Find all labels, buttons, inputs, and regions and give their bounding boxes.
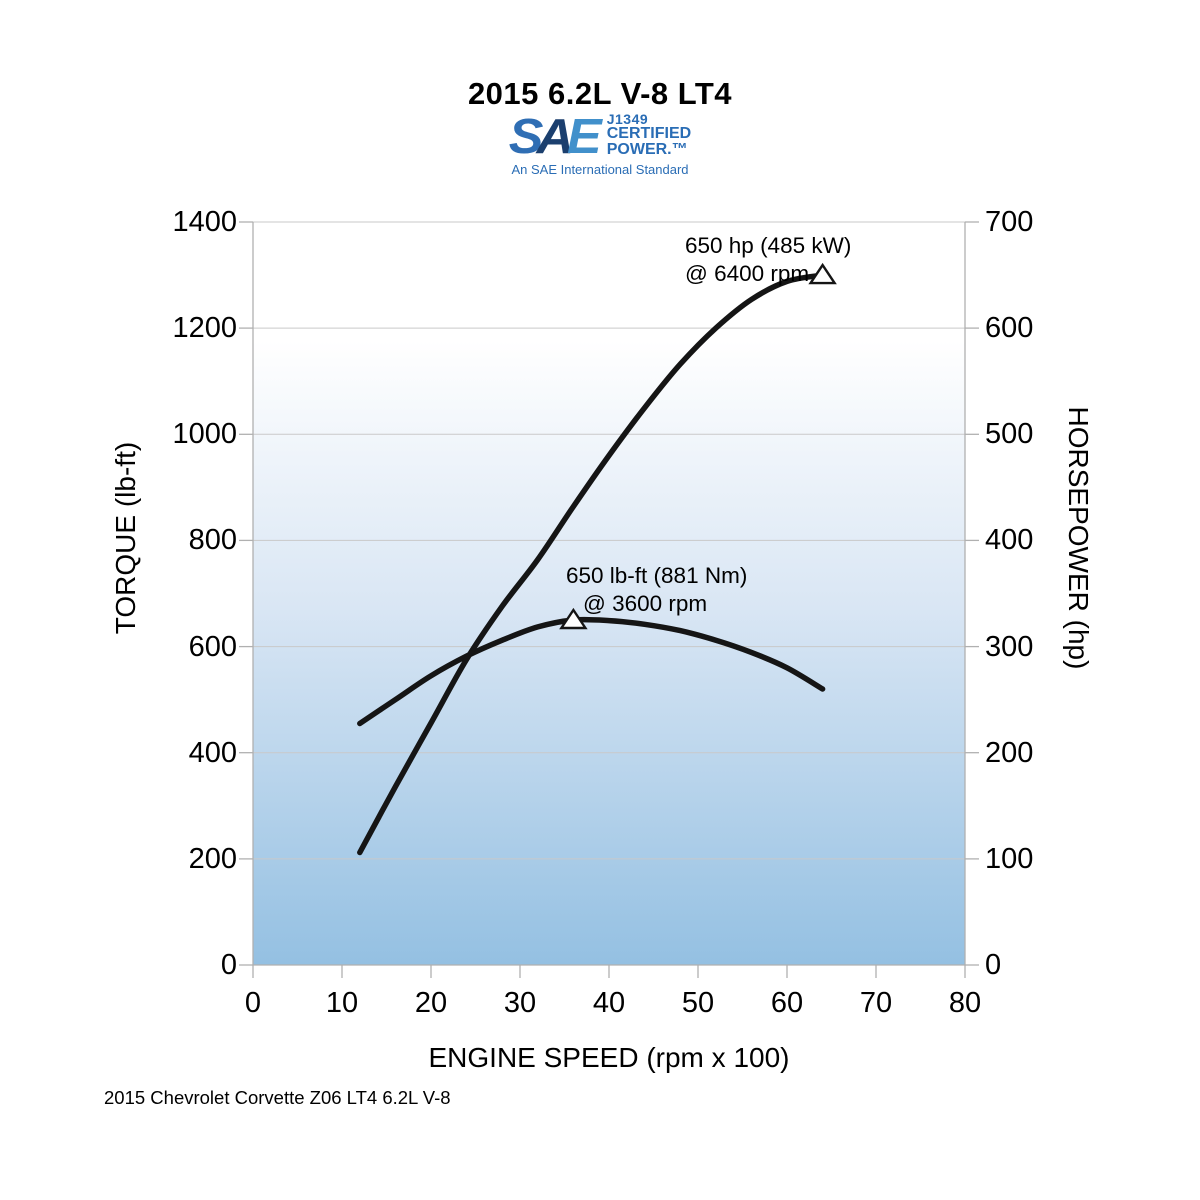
horsepower-peak-marker xyxy=(808,262,837,285)
sae-letter-s: S xyxy=(508,109,544,165)
y-right-tick-label: 0 xyxy=(985,949,1002,981)
vehicle-footnote: 2015 Chevrolet Corvette Z06 LT4 6.2L V-8 xyxy=(104,1087,451,1108)
y-right-tick-label: 300 xyxy=(985,631,1034,663)
horsepower-curve xyxy=(357,272,826,856)
torque-peak-annotation-line1: 650 lb-ft (881 Nm) xyxy=(566,563,748,588)
y-left-tick-label: 1200 xyxy=(172,312,237,344)
x-tick-label: 40 xyxy=(592,987,626,1019)
sae-cert-line2: CERTIFIED xyxy=(606,125,692,142)
sae-tagline: An SAE International Standard xyxy=(511,162,689,177)
sae-certified-power-logo: SAE J1349 CERTIFIED POWER.™ An SAE Inter… xyxy=(0,112,1200,177)
y-right-tick-label: 700 xyxy=(985,206,1034,238)
x-axis-title: ENGINE SPEED (rpm x 100) xyxy=(428,1042,790,1073)
sae-logo-icon: SAE xyxy=(509,112,605,161)
page-title: 2015 6.2L V-8 LT4 xyxy=(467,76,733,111)
torque-peak-annotation: 650 lb-ft (881 Nm) @ 3600 rpm xyxy=(566,562,747,617)
x-tick-label: 30 xyxy=(503,987,537,1019)
sae-cert-line1: J1349 xyxy=(606,111,649,127)
y-left-tick-label: 0 xyxy=(220,949,237,981)
sae-letter-e: E xyxy=(567,109,602,165)
left-axis-title: TORQUE (lb-ft) xyxy=(110,441,141,635)
sae-logo-row: SAE J1349 CERTIFIED POWER.™ xyxy=(509,112,691,162)
dyno-curves-svg xyxy=(239,221,979,978)
y-left-tick-label: 1400 xyxy=(172,206,237,238)
sae-cert-line3: POWER.™ xyxy=(606,141,688,158)
x-tick-label: 80 xyxy=(948,987,982,1019)
y-left-tick-label: 600 xyxy=(188,631,237,663)
x-tick-label: 0 xyxy=(244,987,262,1019)
torque-peak-marker xyxy=(559,607,588,630)
y-right-tick-label: 500 xyxy=(985,418,1034,450)
hp-peak-annotation: 650 hp (485 kW) @ 6400 rpm xyxy=(685,232,851,287)
sae-cert-text: J1349 CERTIFIED POWER.™ xyxy=(607,112,691,158)
y-right-tick-label: 400 xyxy=(985,524,1034,556)
y-right-tick-label: 600 xyxy=(985,312,1034,344)
sae-letter-a: A xyxy=(536,109,573,165)
y-left-tick-label: 400 xyxy=(188,737,237,769)
y-right-tick-label: 200 xyxy=(985,737,1034,769)
torque-peak-annotation-line2: @ 3600 rpm xyxy=(583,590,708,616)
x-tick-label: 50 xyxy=(681,987,715,1019)
y-right-tick-label: 100 xyxy=(985,843,1034,875)
x-tick-label: 20 xyxy=(414,987,448,1019)
y-left-tick-label: 1000 xyxy=(172,418,237,450)
hp-peak-annotation-line1: 650 hp (485 kW) xyxy=(685,233,852,258)
right-axis-title: HORSEPOWER (hp) xyxy=(1063,406,1094,670)
y-left-tick-label: 800 xyxy=(188,524,237,556)
plot-area xyxy=(233,212,1005,997)
hp-peak-annotation-line2: @ 6400 rpm xyxy=(685,260,810,286)
plot-background xyxy=(253,222,965,965)
torque-curve xyxy=(357,616,826,727)
x-tick-label: 70 xyxy=(859,987,893,1019)
y-left-tick-label: 200 xyxy=(188,843,237,875)
x-tick-label: 60 xyxy=(770,987,804,1019)
x-tick-label: 10 xyxy=(325,987,359,1019)
